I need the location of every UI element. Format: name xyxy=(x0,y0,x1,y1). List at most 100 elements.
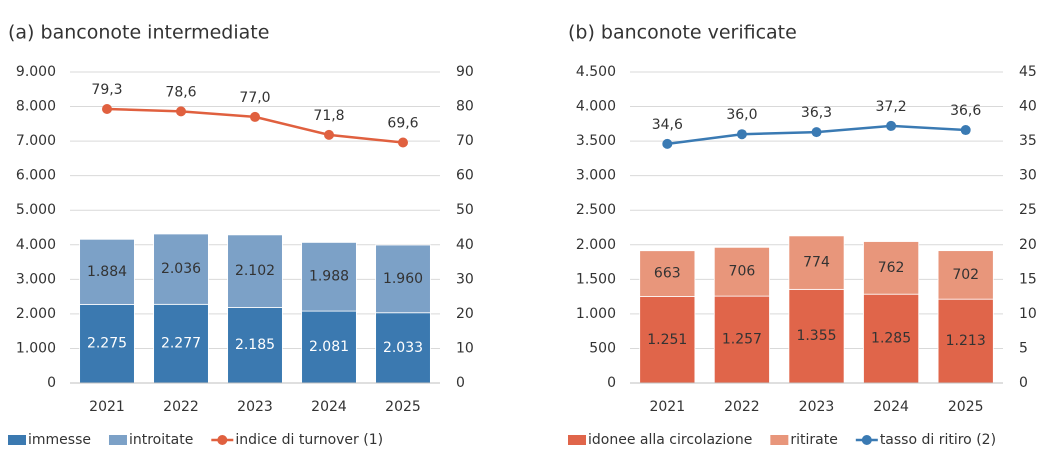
y-tick-label: 2.000 xyxy=(576,237,616,253)
legend-swatch xyxy=(8,435,26,445)
data-label: 77,0 xyxy=(239,90,270,106)
data-label: 663 xyxy=(654,266,681,282)
y-tick-label: 3.500 xyxy=(576,133,616,149)
legend-marker xyxy=(217,435,228,445)
data-label: 2.033 xyxy=(383,340,423,356)
y2-tick-label: 40 xyxy=(456,237,474,253)
data-label: 79,3 xyxy=(91,82,122,98)
data-label: 2.275 xyxy=(87,336,127,352)
data-label: 1.884 xyxy=(87,264,127,280)
x-tick-label: 2023 xyxy=(799,399,835,415)
y-tick-label: 4.500 xyxy=(576,64,616,80)
y-tick-label: 9.000 xyxy=(16,64,56,80)
y2-tick-label: 35 xyxy=(1019,133,1037,149)
line-point xyxy=(102,103,112,114)
y2-tick-label: 5 xyxy=(1019,340,1028,356)
y2-tick-label: 0 xyxy=(456,375,465,391)
y-tick-label: 4.000 xyxy=(16,237,56,253)
data-label: 1.988 xyxy=(309,269,349,285)
data-label: 2.102 xyxy=(235,263,275,279)
y2-tick-label: 20 xyxy=(456,306,474,322)
y-tick-label: 0 xyxy=(47,375,56,391)
data-label: 702 xyxy=(952,267,979,283)
y2-tick-label: 40 xyxy=(1019,99,1037,115)
y-tick-label: 8.000 xyxy=(16,99,56,115)
data-label: 1.251 xyxy=(647,332,687,348)
legend-label: tasso di ritiro (2) xyxy=(880,432,996,448)
y-tick-label: 1.000 xyxy=(576,306,616,322)
line-point xyxy=(176,106,186,117)
y-tick-label: 3.000 xyxy=(576,168,616,184)
data-label: 774 xyxy=(803,255,830,271)
data-label: 36,0 xyxy=(726,107,757,123)
legend-marker xyxy=(861,435,872,445)
bar xyxy=(788,235,845,290)
y2-tick-label: 25 xyxy=(1019,202,1037,218)
line-point xyxy=(886,120,897,131)
y-tick-label: 0 xyxy=(607,375,616,391)
data-label: 1.960 xyxy=(383,271,423,287)
y-tick-label: 1.000 xyxy=(16,340,56,356)
data-label: 2.081 xyxy=(309,339,349,355)
y-tick-label: 4.000 xyxy=(576,99,616,115)
bar xyxy=(375,244,431,314)
bar xyxy=(713,246,770,297)
legend-label: ritirate xyxy=(790,432,837,448)
data-label: 71,8 xyxy=(313,108,344,124)
bar xyxy=(79,238,135,305)
y-tick-label: 6.000 xyxy=(16,168,56,184)
y2-tick-label: 80 xyxy=(456,99,474,115)
y2-tick-label: 10 xyxy=(1019,306,1037,322)
x-tick-label: 2025 xyxy=(948,399,984,415)
y2-tick-label: 10 xyxy=(456,340,474,356)
y2-tick-label: 0 xyxy=(1019,375,1028,391)
line-point xyxy=(960,125,971,136)
data-label: 2.277 xyxy=(161,336,201,352)
y2-tick-label: 45 xyxy=(1019,64,1037,80)
data-label: 36,6 xyxy=(950,103,981,119)
data-label: 706 xyxy=(729,264,756,280)
y2-tick-label: 60 xyxy=(456,168,474,184)
legend-swatch xyxy=(770,435,789,445)
x-tick-label: 2022 xyxy=(724,399,760,415)
y2-tick-label: 30 xyxy=(1019,168,1037,184)
data-label: 2.185 xyxy=(235,337,275,353)
line-point xyxy=(736,129,747,140)
x-tick-label: 2021 xyxy=(649,399,685,415)
data-label: 36,3 xyxy=(801,105,832,121)
legend-label: immesse xyxy=(28,432,91,448)
legend-swatch xyxy=(568,435,586,445)
y-tick-label: 3.000 xyxy=(16,271,56,287)
data-label: 78,6 xyxy=(165,84,196,100)
y2-tick-label: 90 xyxy=(456,64,474,80)
legend-label: indice di turnover (1) xyxy=(235,432,383,448)
y-tick-label: 2.000 xyxy=(16,306,56,322)
line-point xyxy=(250,111,260,122)
x-tick-label: 2021 xyxy=(89,399,125,415)
x-tick-label: 2025 xyxy=(385,399,421,415)
x-tick-label: 2022 xyxy=(163,399,199,415)
data-label: 37,2 xyxy=(876,99,907,115)
y2-tick-label: 15 xyxy=(1019,271,1037,287)
data-label: 69,6 xyxy=(387,115,418,131)
bar xyxy=(937,250,994,300)
legend-label: introitate xyxy=(129,432,193,448)
bar xyxy=(227,234,283,308)
bar xyxy=(301,241,357,312)
y2-tick-label: 30 xyxy=(456,271,474,287)
line-point xyxy=(811,127,822,138)
y-tick-label: 1.500 xyxy=(576,271,616,287)
legend-label: idonee alla circolazione xyxy=(588,432,752,448)
y-tick-label: 2.500 xyxy=(576,202,616,218)
data-label: 1.285 xyxy=(871,331,911,347)
bar xyxy=(375,312,431,384)
line-point xyxy=(662,138,673,149)
data-label: 2.036 xyxy=(161,261,201,277)
bar xyxy=(153,303,209,384)
bar xyxy=(301,310,357,384)
data-label: 1.213 xyxy=(946,333,986,349)
data-label: 1.257 xyxy=(722,332,762,348)
data-label: 34,6 xyxy=(652,117,683,133)
bar xyxy=(863,241,920,295)
